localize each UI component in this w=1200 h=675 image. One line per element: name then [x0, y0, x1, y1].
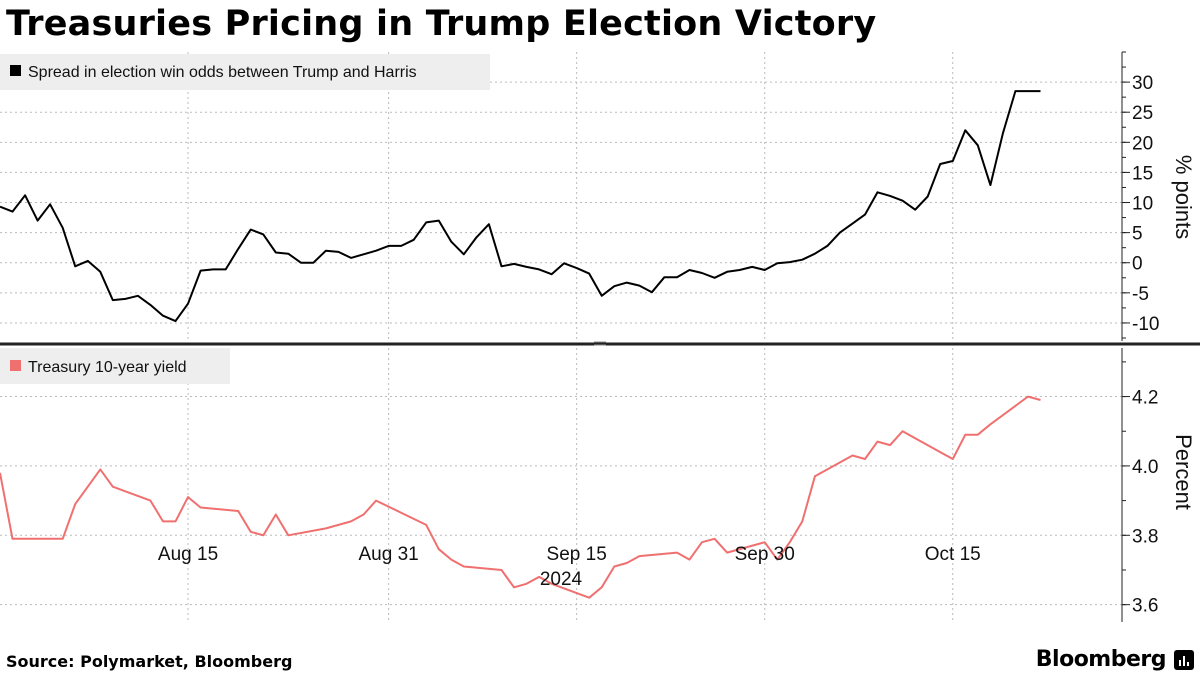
- bottom-y-ticks: 3.6 3.8 4.0 4.2: [1122, 361, 1158, 617]
- y-tick-label: -5: [1132, 284, 1149, 305]
- bottom-legend-swatch: [10, 360, 21, 371]
- y-tick-label: -10: [1132, 314, 1159, 335]
- top-y-ticks: -10 -5 0 5 10 15 20 25 30: [1122, 51, 1159, 339]
- y-tick-label: 30: [1132, 73, 1153, 94]
- x-axis-ticks: Aug 15 Aug 31 Sep 15 Sep 30 Oct 15: [158, 544, 981, 565]
- bottom-panel: Treasury 10-year yield 3.6 3.8 4.0 4.2 Perc…: [0, 348, 1196, 622]
- x-tick-label: Sep 30: [735, 544, 795, 565]
- top-y-axis-title: % points: [1171, 155, 1196, 239]
- y-tick-label: 3.6: [1132, 596, 1158, 617]
- y-tick-label: 15: [1132, 163, 1153, 184]
- bottom-legend-label: Treasury 10-year yield: [28, 359, 187, 376]
- y-tick-label: 25: [1132, 103, 1153, 124]
- bloomberg-terminal-icon: [1174, 650, 1194, 670]
- bottom-y-axis-title: Percent: [1171, 434, 1196, 510]
- top-panel: Spread in election win odds between Trum…: [0, 51, 1196, 341]
- top-legend-box: [0, 54, 490, 90]
- x-tick-label: Aug 15: [158, 544, 218, 565]
- y-tick-label: 3.8: [1132, 526, 1158, 547]
- y-tick-label: 4.0: [1132, 457, 1158, 478]
- y-tick-label: 5: [1132, 224, 1143, 245]
- x-tick-label: Oct 15: [925, 544, 981, 565]
- top-legend-label: Spread in election win odds between Trum…: [28, 64, 417, 81]
- source-note: Source: Polymarket, Bloomberg: [6, 652, 293, 671]
- y-tick-label: 10: [1132, 194, 1153, 215]
- bottom-gridlines: [0, 348, 1122, 622]
- bloomberg-logo-text: Bloomberg: [1035, 647, 1167, 672]
- x-axis-year-label: 2024: [540, 569, 583, 590]
- y-tick-label: 20: [1132, 133, 1153, 154]
- top-legend-swatch: [10, 65, 21, 76]
- y-tick-label: 0: [1132, 254, 1143, 275]
- x-tick-label: Aug 31: [359, 544, 419, 565]
- odds-spread-series-line: [0, 90, 1041, 323]
- chart-title: Treasuries Pricing in Trump Election Vic…: [6, 4, 877, 44]
- bottom-legend-box: [0, 348, 230, 384]
- top-gridlines: [0, 52, 1122, 341]
- y-tick-label: 4.2: [1132, 388, 1158, 409]
- yield-series-line: [0, 395, 1041, 599]
- x-tick-label: Sep 15: [547, 544, 607, 565]
